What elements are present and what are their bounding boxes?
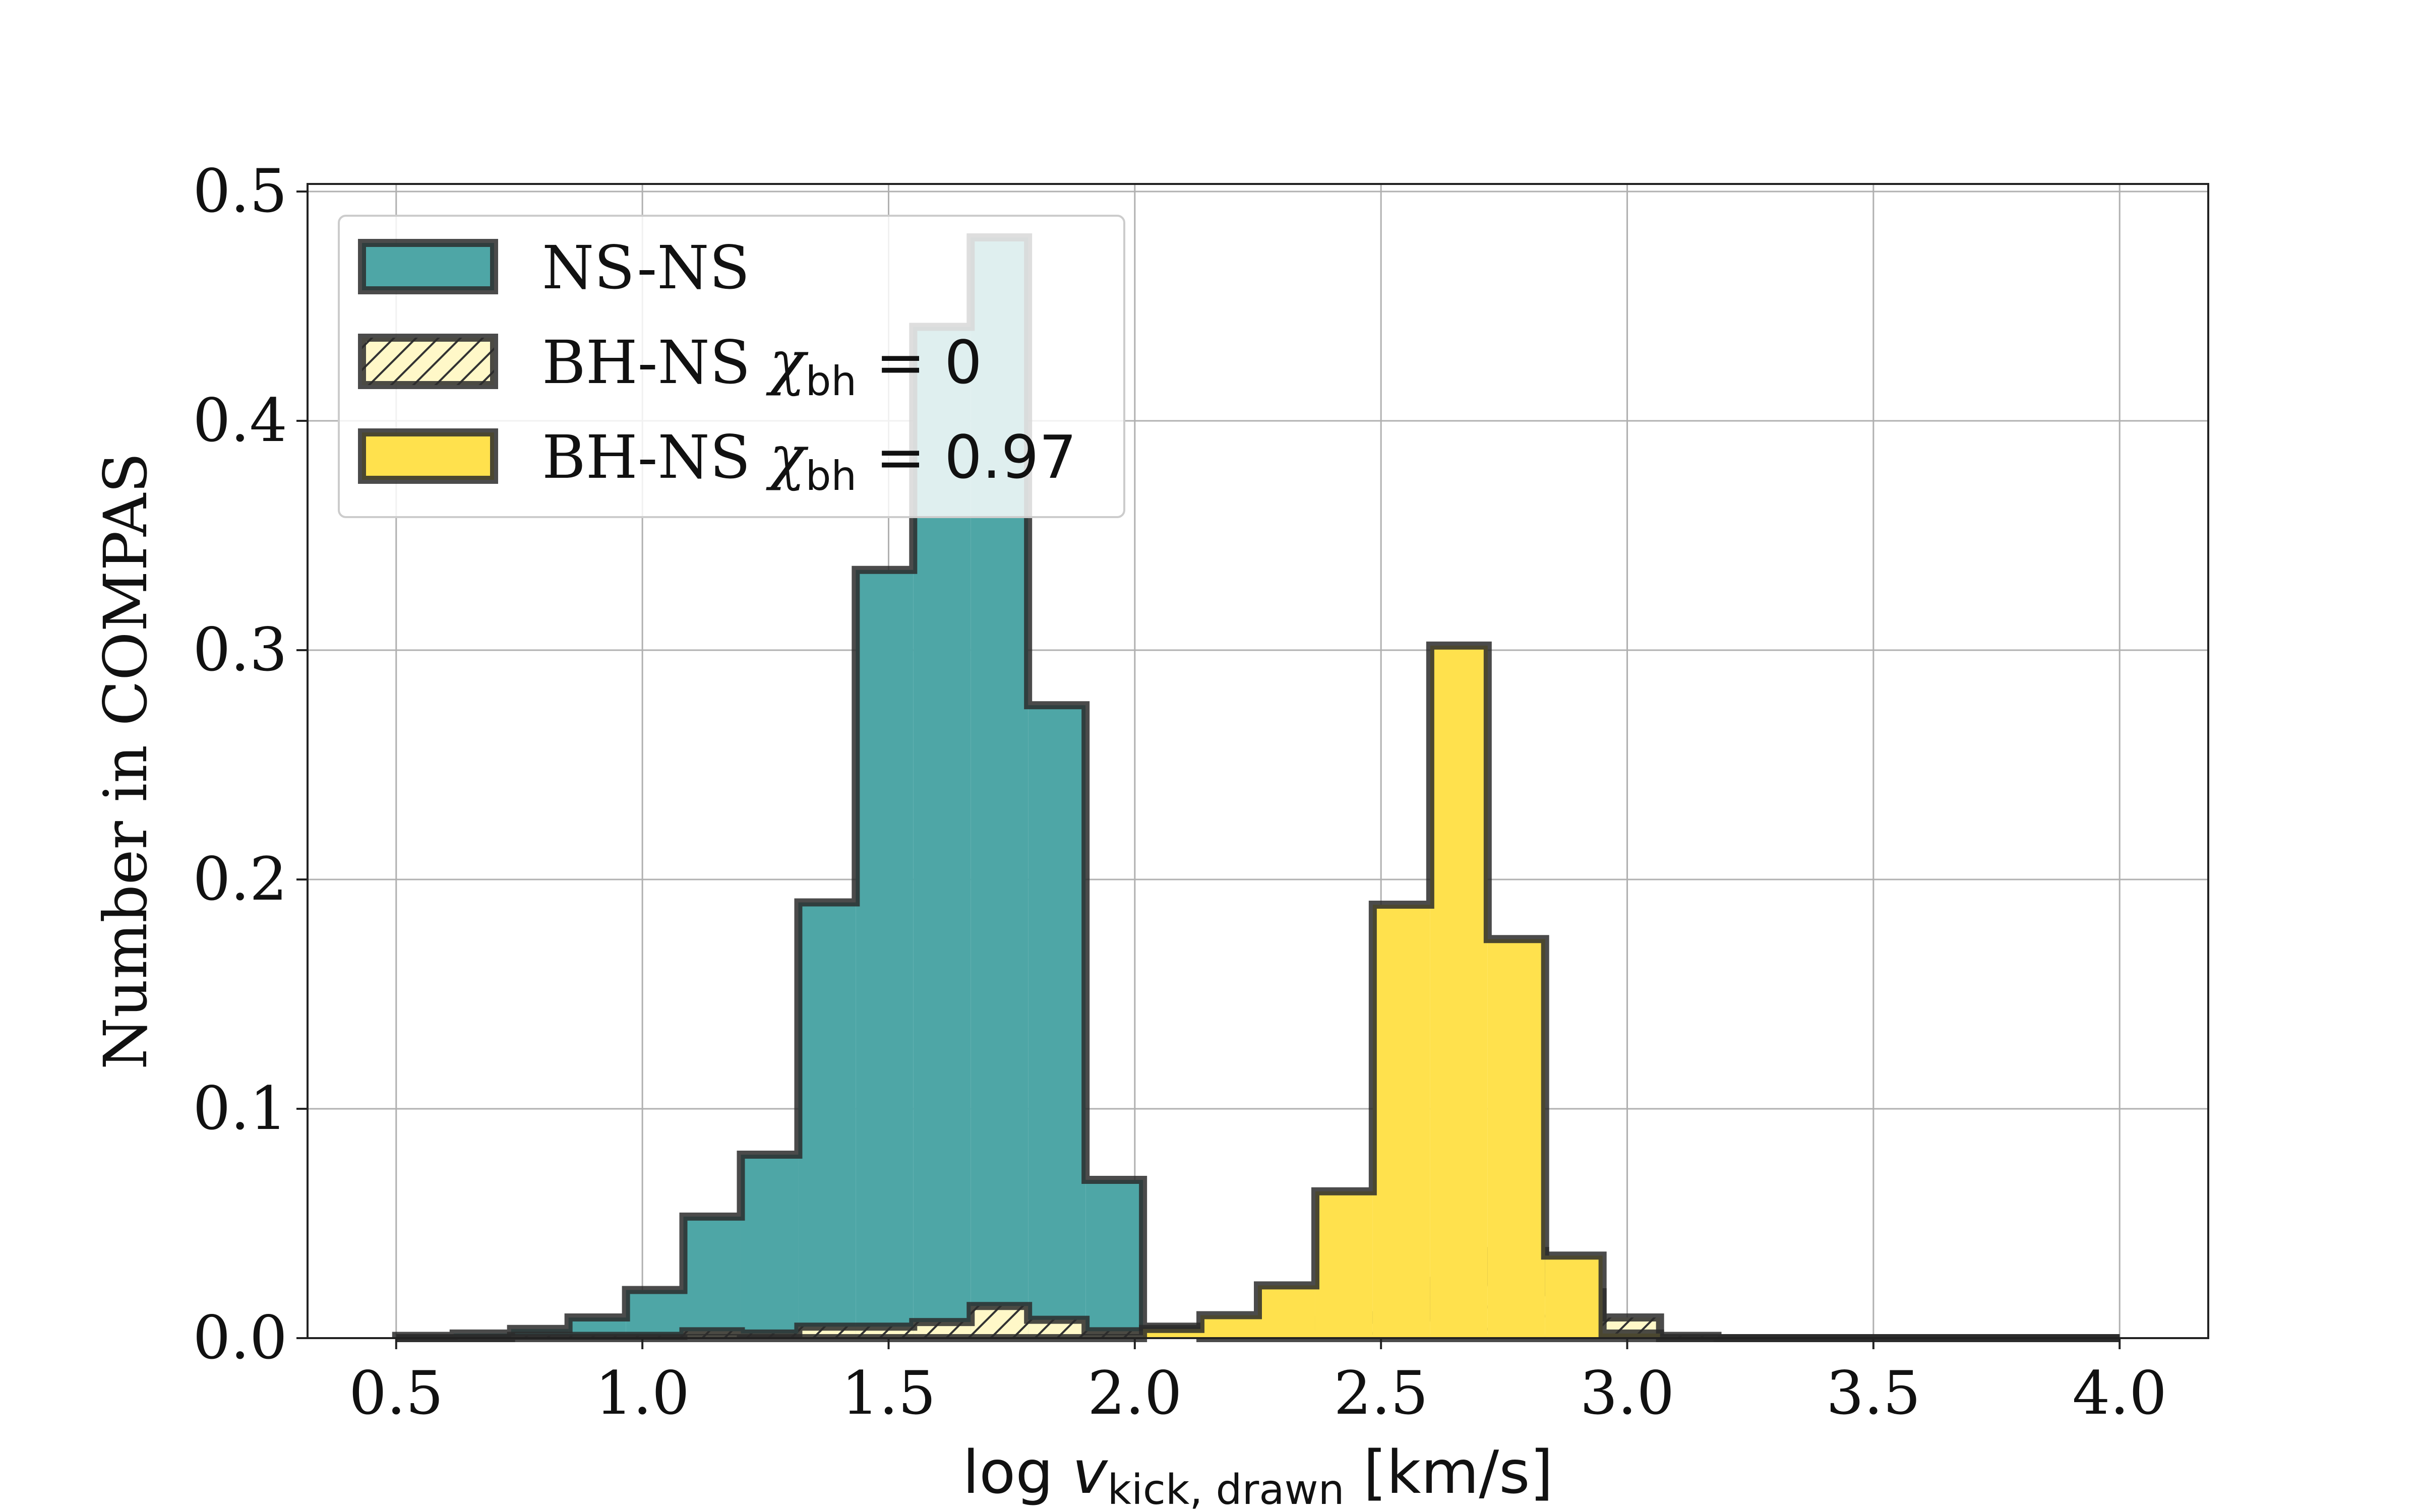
- x-tick-label-6: 3.5: [1826, 1358, 1921, 1428]
- legend-label-bh-ns-chi-097-prefix: BH-NS: [542, 422, 769, 492]
- y-axis-label: Number in COMPAS: [91, 453, 160, 1069]
- y-tick-label-1: 0.1: [193, 1074, 287, 1143]
- legend: NS-NS BH-NS χbh = 0 BH-NS χbh = 0.97: [338, 215, 1125, 518]
- legend-label-bh-ns-chi-0-symbol: χ: [766, 328, 809, 397]
- y-tick-label-3: 0.3: [193, 615, 287, 684]
- legend-swatch-ns-ns: [358, 239, 498, 294]
- series-0-bar-8: [856, 570, 914, 1338]
- series-2-bar-19: [1487, 939, 1545, 1338]
- series-0-bar-12: [1085, 1180, 1143, 1338]
- y-tick-label-2: 0.2: [193, 844, 287, 914]
- y-tick-label-4: 0.4: [193, 386, 287, 455]
- series-0-bar-7: [798, 902, 856, 1338]
- y-tick-label-0: 0.0: [193, 1303, 287, 1372]
- legend-label-bh-ns-chi-0-subscript: bh: [806, 358, 857, 405]
- y-tick-label-5: 0.5: [193, 156, 287, 226]
- x-axis-label-prefix: log: [962, 1437, 1072, 1507]
- legend-frame: [338, 215, 1125, 518]
- series-0-bar-4: [626, 1290, 684, 1338]
- x-tick-label-4: 2.5: [1334, 1358, 1428, 1428]
- x-axis-label-suffix: [km/s]: [1345, 1437, 1553, 1507]
- x-axis-label-variable: v: [1072, 1437, 1109, 1507]
- legend-label-bh-ns-chi-097-value: = 0.97: [857, 422, 1077, 492]
- series-0-bar-6: [741, 1155, 799, 1338]
- axis-ticks: 0.5 1.0 1.5 2.0 2.5 3.0 3.5 4.0 0.0 0.1 0.2 0.3 0.4 0…: [193, 156, 2167, 1428]
- x-axis-label-subscript: kick, drawn: [1108, 1466, 1345, 1512]
- axes-frame: [307, 183, 2209, 1339]
- series-1-bar-10: [971, 1306, 1028, 1338]
- series-2-bar-15: [1258, 1285, 1315, 1338]
- x-tick-label-5: 3.0: [1580, 1358, 1675, 1428]
- x-tick-label-0: 0.5: [349, 1358, 444, 1428]
- legend-label-bh-ns-chi-0: BH-NS χbh = 0: [542, 328, 982, 405]
- x-tick-label-2: 1.5: [841, 1358, 936, 1428]
- series-2-bar-20: [1545, 1255, 1603, 1338]
- legend-label-bh-ns-chi-097-symbol: χ: [766, 422, 809, 492]
- series-2-bar-18: [1430, 645, 1488, 1338]
- legend-swatch-bh-ns-chi-097: [358, 428, 498, 484]
- series-0-bar-5: [683, 1216, 741, 1338]
- series-0-bars: [392, 233, 2120, 1342]
- legend-label-bh-ns-chi-0-value: = 0: [857, 328, 982, 397]
- legend-label-bh-ns-chi-0-prefix: BH-NS: [542, 328, 769, 397]
- legend-label-bh-ns-chi-097: BH-NS χbh = 0.97: [542, 422, 1077, 499]
- legend-label-bh-ns-chi-097-subscript: bh: [806, 453, 857, 499]
- x-tick-label-1: 1.0: [595, 1358, 690, 1428]
- series-2-bar-16: [1315, 1191, 1373, 1338]
- legend-swatch-bh-ns-chi-0: [358, 334, 498, 389]
- x-axis-label: log vkick, drawn [km/s]: [962, 1437, 1553, 1512]
- series-2-bar-17: [1372, 905, 1430, 1338]
- x-tick-label-7: 4.0: [2072, 1358, 2167, 1428]
- x-tick-label-3: 2.0: [1087, 1358, 1182, 1428]
- series-0-bar-11: [1028, 705, 1086, 1338]
- legend-label-ns-ns: NS-NS: [542, 233, 750, 302]
